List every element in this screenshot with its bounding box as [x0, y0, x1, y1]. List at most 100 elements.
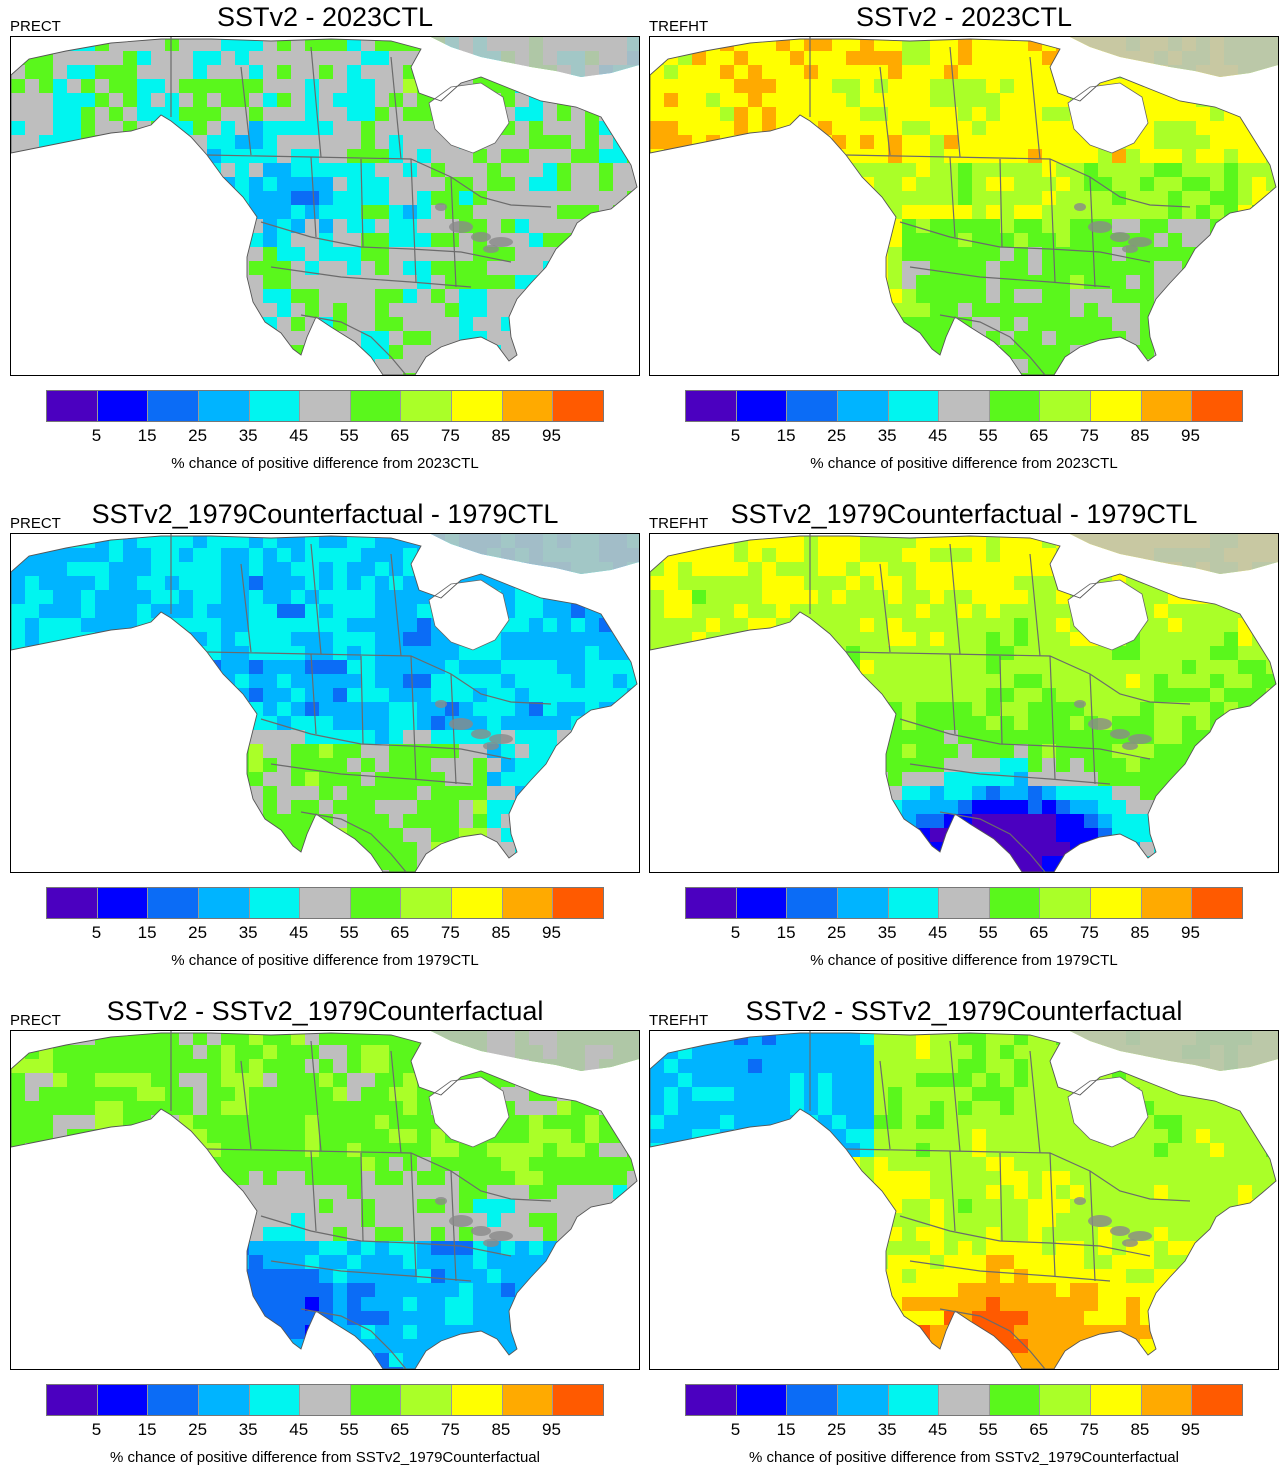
colorbar-tick-label: 35	[238, 923, 258, 942]
colorbar-ticks: 5 15 25 35 45 55 65 75 85 95	[46, 923, 602, 943]
political-boundary	[240, 1060, 252, 1150]
colorbar-swatch	[198, 1385, 250, 1415]
lake	[1128, 734, 1152, 744]
colorbar-tick-label: 45	[928, 1420, 948, 1439]
political-boundary	[909, 763, 1111, 785]
colorbar-swatch	[452, 1385, 503, 1415]
political-boundary	[1029, 1050, 1041, 1154]
lake	[483, 742, 499, 750]
colorbar-tick-label: 15	[776, 1420, 796, 1439]
colorbar-swatch	[989, 391, 1041, 421]
colorbar-swatch	[1091, 888, 1142, 918]
colorbar-tick-label: 85	[491, 1420, 511, 1439]
colorbar-tick-label: 35	[238, 1420, 258, 1439]
map-north-america	[649, 533, 1279, 873]
colorbar-tick-label: 95	[1180, 426, 1200, 445]
lake	[1122, 742, 1138, 750]
political-boundary	[360, 158, 364, 248]
political-boundary	[270, 266, 472, 288]
map-north-america	[10, 36, 640, 376]
colorbar-swatch	[837, 1385, 889, 1415]
political-boundary	[260, 718, 512, 760]
colorbar-tick-label: 55	[339, 426, 359, 445]
panel-title: SSTv2_1979Counterfactual - 1979CTL	[730, 499, 1198, 529]
hudson-bay	[428, 1076, 510, 1148]
colorbar-swatch	[502, 1385, 554, 1415]
lake	[489, 734, 513, 744]
hudson-bay	[1067, 1076, 1149, 1148]
colorbar-swatch	[148, 391, 199, 421]
colorbar-tick-label: 75	[1079, 426, 1099, 445]
colorbar-swatch	[787, 1385, 838, 1415]
political-boundary	[999, 655, 1003, 745]
colorbar-swatch	[300, 1385, 351, 1415]
field-shading	[650, 534, 1278, 872]
hudson-bay	[428, 82, 510, 154]
colorbar-swatch	[350, 391, 402, 421]
colorbar	[46, 887, 604, 919]
colorbar-tick-label: 35	[877, 426, 897, 445]
colorbar-swatch	[939, 391, 990, 421]
colorbar-swatch	[787, 391, 838, 421]
hudson-bay	[1067, 82, 1149, 154]
colorbar-swatch	[1192, 391, 1243, 421]
coastline	[11, 535, 638, 872]
lake	[1122, 245, 1138, 253]
political-boundary	[939, 314, 1046, 375]
colorbar-tick-label: 85	[1130, 426, 1150, 445]
colorbar-swatch	[502, 391, 554, 421]
colorbar-tick-label: 5	[91, 923, 102, 942]
panel-title: SSTv2_1979Counterfactual - 1979CTL	[91, 499, 559, 529]
colorbar-swatch	[686, 391, 737, 421]
political-boundary	[1029, 56, 1041, 160]
political-boundary	[390, 553, 402, 657]
colorbar-tick-label: 75	[440, 1420, 460, 1439]
political-boundary	[410, 655, 417, 780]
colorbar-swatch	[148, 888, 199, 918]
panel-prect-counterfactual-1979ctl: PRECT SSTv2_1979Counterfactual - 1979CTL…	[10, 497, 640, 973]
colorbar-swatch	[553, 391, 604, 421]
political-boundary	[240, 563, 252, 653]
colorbar-tick-label: 45	[289, 426, 309, 445]
colorbar-swatch	[401, 391, 453, 421]
colorbar-tick-label: 5	[730, 1420, 741, 1439]
political-boundary	[300, 1308, 407, 1369]
colorbar-swatch	[939, 888, 990, 918]
colorbar-label: % chance of positive difference from 202…	[810, 455, 1118, 472]
map-north-america	[10, 533, 640, 873]
lake	[471, 729, 491, 739]
hudson-bay	[428, 579, 510, 651]
political-boundary	[310, 653, 317, 735]
colorbar-swatch	[1091, 1385, 1142, 1415]
political-boundary	[879, 66, 891, 156]
political-boundary	[1049, 158, 1056, 283]
panel-trefht-sstv2-2023ctl: TREFHT SSTv2 - 2023CTL 5 15 25 35 45 55 65 75 85…	[649, 0, 1279, 476]
lake	[1088, 1215, 1112, 1227]
political-boundary	[410, 158, 417, 283]
political-boundary	[1029, 553, 1041, 657]
colorbar-swatch	[97, 1385, 149, 1415]
political-boundary	[879, 1060, 891, 1150]
coastline	[650, 38, 1277, 375]
lake	[449, 221, 473, 233]
colorbar-swatch	[553, 1385, 604, 1415]
colorbar-ticks: 5 15 25 35 45 55 65 75 85 95	[685, 923, 1241, 943]
colorbar-swatch	[1040, 391, 1092, 421]
panel-title: SSTv2 - SSTv2_1979Counterfactual	[106, 996, 544, 1026]
colorbar-swatch	[148, 1385, 199, 1415]
colorbar-swatch	[1040, 888, 1092, 918]
colorbar-label: % chance of positive difference from 197…	[810, 952, 1118, 969]
colorbar-tick-label: 15	[776, 923, 796, 942]
colorbar-swatch	[837, 391, 889, 421]
colorbar-tick-label: 15	[137, 923, 157, 942]
colorbar-tick-label: 65	[390, 1420, 410, 1439]
colorbar	[685, 887, 1243, 919]
colorbar-swatch	[736, 391, 788, 421]
political-boundary	[1089, 1170, 1096, 1282]
lake	[1074, 203, 1086, 211]
colorbar-label: % chance of positive difference from 202…	[171, 455, 479, 472]
colorbar-swatch	[249, 888, 301, 918]
variable-label: PRECT	[10, 515, 61, 532]
political-boundary	[300, 314, 407, 375]
colorbar-swatch	[736, 1385, 788, 1415]
